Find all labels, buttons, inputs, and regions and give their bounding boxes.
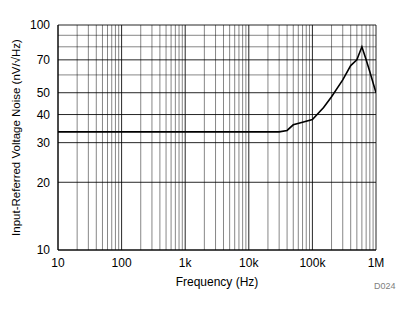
- svg-text:50: 50: [37, 86, 51, 100]
- svg-text:1M: 1M: [368, 256, 385, 270]
- svg-text:10: 10: [51, 256, 65, 270]
- svg-text:70: 70: [37, 53, 51, 67]
- html-text:D024: D024: [374, 281, 396, 291]
- svg-text:10k: 10k: [239, 256, 259, 270]
- svg-text:100: 100: [30, 18, 50, 32]
- svg-text:100: 100: [112, 256, 132, 270]
- svg-text:100k: 100k: [299, 256, 326, 270]
- svg-text:Input-Referred Voltage Noise (: Input-Referred Voltage Noise (nV/√Hz): [10, 39, 22, 236]
- svg-text:30: 30: [37, 136, 51, 150]
- svg-text:40: 40: [37, 108, 51, 122]
- svg-text:20: 20: [37, 176, 51, 190]
- svg-text:10: 10: [37, 243, 51, 257]
- svg-text:1k: 1k: [179, 256, 193, 270]
- svg-text:Frequency (Hz): Frequency (Hz): [176, 275, 259, 289]
